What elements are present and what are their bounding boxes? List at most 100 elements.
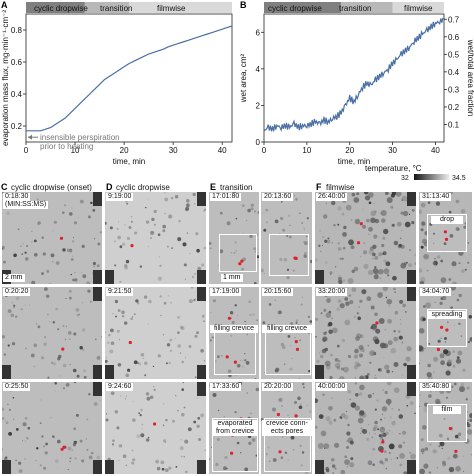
chart-b-ytick-label: 0	[256, 138, 261, 147]
image-f-3: 40:00:00	[315, 382, 416, 474]
chart-b-ytick-right-label: 0.6	[448, 33, 460, 42]
timestamp: 31:13:40	[420, 193, 452, 201]
annotation: spreading	[427, 311, 467, 319]
colorbar-max: 34.5	[452, 175, 466, 182]
image-e-right-2: 20:15:60 filling crevice	[261, 287, 312, 379]
chart-a-xtick-label: 30	[169, 146, 178, 155]
timestamp: 35:40:80	[420, 383, 452, 391]
scale-bar: 1 mm	[221, 274, 243, 282]
chart-b-series-line	[263, 17, 444, 132]
chart-b-ytick-right-label: 0.2	[448, 103, 460, 112]
chart-b-band-filmwise: filmwise	[404, 4, 433, 13]
annotation: film	[433, 406, 461, 414]
image-e-right-1: 20:13:60	[261, 192, 312, 284]
image-e-left-1: 17:01:80 1 mm	[209, 192, 259, 284]
chart-b-xtick-label: 0	[262, 146, 267, 155]
chart-a-phase-band	[26, 2, 85, 13]
red-marker-icon	[238, 262, 242, 266]
annotation: evaporated from crevice	[212, 420, 258, 436]
image-c-2: 0:20:20	[2, 287, 102, 379]
red-marker-icon	[448, 426, 452, 431]
timestamp: 26:40:00	[316, 193, 348, 201]
timestamp: 40:00:00	[316, 383, 348, 391]
red-marker-icon	[59, 236, 64, 240]
timestamp: 9:24:60	[106, 383, 134, 391]
col-title-e: transition	[220, 183, 253, 192]
chart-a-xtick-label: 40	[218, 146, 227, 155]
image-c-1: 0:18:30 (MIN:SS:MS) 2 mm	[2, 192, 102, 284]
chart-a-xtick-label: 20	[120, 146, 129, 155]
red-marker-icon	[436, 347, 440, 352]
annotation-text: insensible perspiration	[40, 133, 120, 142]
red-marker-icon	[375, 321, 379, 325]
red-marker-icon	[356, 241, 361, 245]
panel-label-d: D	[106, 182, 113, 192]
zoom-inset	[219, 234, 257, 272]
chart-a-frame	[25, 13, 233, 143]
image-d-1: 9:19:00	[105, 192, 206, 284]
image-f-right-3: 35:40:80 film	[419, 382, 472, 474]
chart-b-xtick-label: 10	[302, 146, 311, 155]
annotation: drop	[431, 216, 463, 224]
image-c-3: 0:25:50	[2, 382, 102, 474]
red-marker-icon	[240, 259, 244, 263]
red-marker-icon	[130, 244, 134, 248]
chart-b-xtick-label: 20	[345, 146, 354, 155]
chart-b-ylabel: wet area, cm²	[239, 53, 248, 103]
red-marker-icon	[61, 347, 65, 351]
red-marker-icon	[444, 237, 449, 241]
chart-b-xlabel: time, min	[338, 157, 370, 166]
chart-b-ytick-right-label: 0.4	[448, 68, 460, 77]
red-marker-icon	[227, 316, 231, 320]
red-marker-icon	[295, 347, 300, 351]
chart-a-band-dropwise: cyclic dropwise	[34, 4, 88, 13]
red-marker-icon	[230, 451, 234, 455]
timestamp: 17:19:00	[210, 288, 242, 296]
red-marker-icon	[233, 360, 237, 364]
chart-a-band-transition: transition	[100, 4, 133, 13]
chart-b-band-transition: transition	[339, 4, 372, 13]
chart-b-phase-band	[264, 2, 342, 13]
chart-b-xtick-label: 30	[388, 146, 397, 155]
timestamp: 20:15:60	[262, 288, 294, 296]
zoom-inset	[269, 234, 309, 276]
col-title-d: cyclic dropwise	[116, 183, 170, 192]
chart-b-ytick-right-label: 0.3	[448, 85, 460, 94]
image-e-left-2: 17:19:00 filling crevice	[209, 287, 259, 379]
red-marker-icon	[380, 449, 384, 453]
red-marker-icon	[128, 340, 132, 345]
chart-a-xlabel: time, min	[113, 157, 145, 166]
image-f-1: 26:40:00	[315, 192, 416, 284]
chart-b-ytick-right-label: 0.7	[448, 15, 460, 24]
chart-a-ytick-label: 0.4	[11, 90, 23, 99]
chart-a-phase-band	[129, 2, 232, 13]
scale-bar: 2 mm	[3, 274, 25, 282]
image-f-right-1: 31:13:40 drop	[419, 192, 472, 284]
chart-a-xtick-label: 10	[71, 146, 80, 155]
panel-label-a: A	[1, 0, 8, 10]
chart-b-phase-band	[392, 2, 444, 13]
red-marker-icon	[440, 325, 444, 329]
red-marker-icon	[153, 422, 157, 426]
timestamp: 0:20:20	[3, 288, 31, 296]
red-marker-icon	[445, 328, 449, 332]
zoom-inset	[214, 325, 256, 375]
timestamp: 17:33:60	[210, 383, 242, 391]
chart-b-ytick-right-label: 0.5	[448, 50, 460, 59]
colorbar	[414, 174, 450, 180]
col-title-f: filmwise	[326, 183, 355, 192]
red-marker-icon	[294, 256, 298, 260]
red-marker-icon	[294, 340, 298, 344]
image-f-right-2: 34:04:70 spreading	[419, 287, 472, 379]
chart-b-ytick-label: 4	[256, 65, 261, 74]
panel-label-e: E	[210, 182, 217, 192]
chart-b-ytick-label: 6	[256, 28, 261, 37]
panel-label-c: C	[1, 182, 8, 192]
image-d-3: 9:24:60	[105, 382, 206, 474]
chart-b-phase-band	[341, 2, 393, 13]
panel-label-f: F	[316, 182, 322, 192]
col-title-c: cyclic dropwise (onset)	[11, 183, 92, 192]
timestamp: 9:19:00	[106, 193, 134, 201]
red-marker-icon	[294, 414, 298, 418]
